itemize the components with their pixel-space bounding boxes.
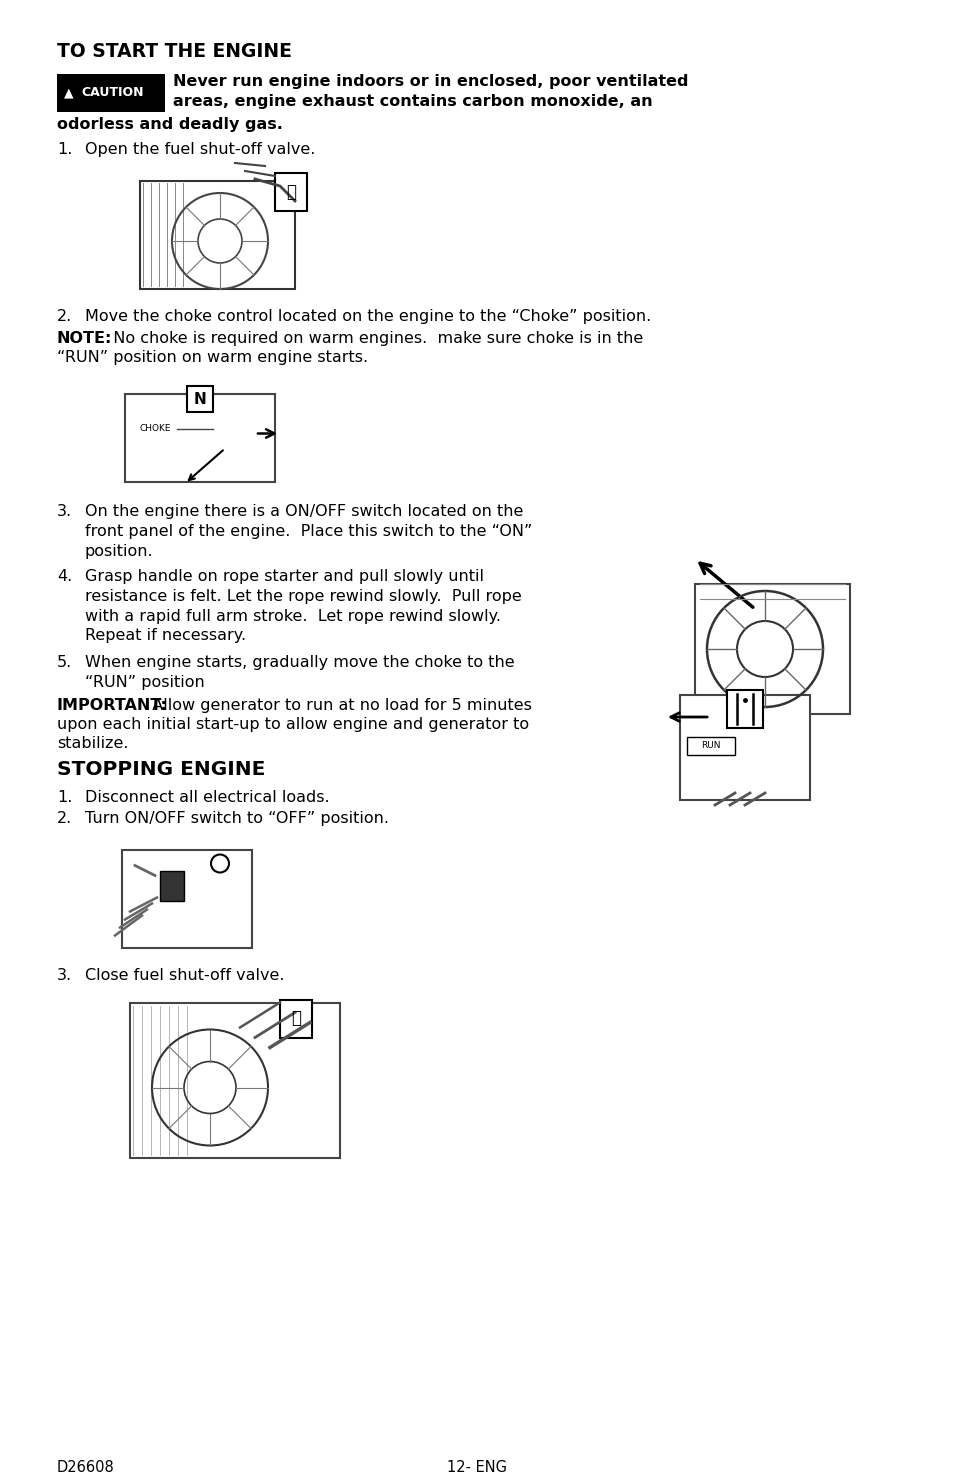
Text: ▲: ▲ xyxy=(64,87,73,99)
Text: 2.: 2. xyxy=(57,308,72,324)
Bar xyxy=(160,870,184,901)
Text: 12- ENG: 12- ENG xyxy=(447,1460,506,1475)
Bar xyxy=(726,690,762,729)
Bar xyxy=(125,394,274,481)
Text: 3.: 3. xyxy=(57,968,72,982)
Text: Close fuel shut-off valve.: Close fuel shut-off valve. xyxy=(85,968,284,982)
Bar xyxy=(57,74,165,112)
Text: upon each initial start-up to allow engine and generator to: upon each initial start-up to allow engi… xyxy=(57,717,529,732)
Text: Never run engine indoors or in enclosed, poor ventilated: Never run engine indoors or in enclosed,… xyxy=(172,74,688,88)
Bar xyxy=(679,695,809,799)
Text: odorless and deadly gas.: odorless and deadly gas. xyxy=(57,117,283,131)
Text: RUN: RUN xyxy=(700,742,720,751)
Bar xyxy=(130,1003,339,1158)
Text: Allow generator to run at no load for 5 minutes: Allow generator to run at no load for 5 … xyxy=(142,698,532,712)
Bar xyxy=(280,1000,312,1037)
Bar xyxy=(686,738,734,755)
Text: 4.: 4. xyxy=(57,569,72,584)
Text: No choke is required on warm engines.  make sure choke is in the: No choke is required on warm engines. ma… xyxy=(103,330,642,347)
Bar xyxy=(187,386,213,412)
Text: D26608: D26608 xyxy=(57,1460,114,1475)
Text: IMPORTANT:: IMPORTANT: xyxy=(57,698,168,712)
Text: 1.: 1. xyxy=(57,142,72,156)
Text: 2.: 2. xyxy=(57,811,72,826)
Text: STOPPING ENGINE: STOPPING ENGINE xyxy=(57,760,265,779)
Text: Disconnect all electrical loads.: Disconnect all electrical loads. xyxy=(85,791,330,805)
Text: Open the fuel shut-off valve.: Open the fuel shut-off valve. xyxy=(85,142,315,156)
Text: Turn ON/OFF switch to “OFF” position.: Turn ON/OFF switch to “OFF” position. xyxy=(85,811,389,826)
Text: 3.: 3. xyxy=(57,504,72,519)
Bar xyxy=(274,173,307,211)
Text: “RUN” position on warm engine starts.: “RUN” position on warm engine starts. xyxy=(57,350,368,364)
Text: N: N xyxy=(193,391,206,407)
Text: 1.: 1. xyxy=(57,791,72,805)
Text: 5.: 5. xyxy=(57,655,72,670)
Text: Move the choke control located on the engine to the “Choke” position.: Move the choke control located on the en… xyxy=(85,308,651,324)
Text: ⛽: ⛽ xyxy=(286,183,295,201)
Text: ⛽: ⛽ xyxy=(291,1009,301,1028)
Text: Grasp handle on rope starter and pull slowly until
resistance is felt. Let the r: Grasp handle on rope starter and pull sl… xyxy=(85,569,521,643)
Text: When engine starts, gradually move the choke to the
“RUN” position: When engine starts, gradually move the c… xyxy=(85,655,514,690)
Text: TO START THE ENGINE: TO START THE ENGINE xyxy=(57,41,292,60)
Text: CAUTION: CAUTION xyxy=(81,87,143,99)
Text: On the engine there is a ON/OFF switch located on the
front panel of the engine.: On the engine there is a ON/OFF switch l… xyxy=(85,504,532,559)
Text: areas, engine exhaust contains carbon monoxide, an: areas, engine exhaust contains carbon mo… xyxy=(172,94,652,109)
Bar xyxy=(140,181,294,289)
Text: stabilize.: stabilize. xyxy=(57,736,129,751)
Bar xyxy=(695,584,849,714)
Text: NOTE:: NOTE: xyxy=(57,330,112,347)
Text: CHOKE: CHOKE xyxy=(140,423,172,434)
Bar xyxy=(122,850,252,947)
